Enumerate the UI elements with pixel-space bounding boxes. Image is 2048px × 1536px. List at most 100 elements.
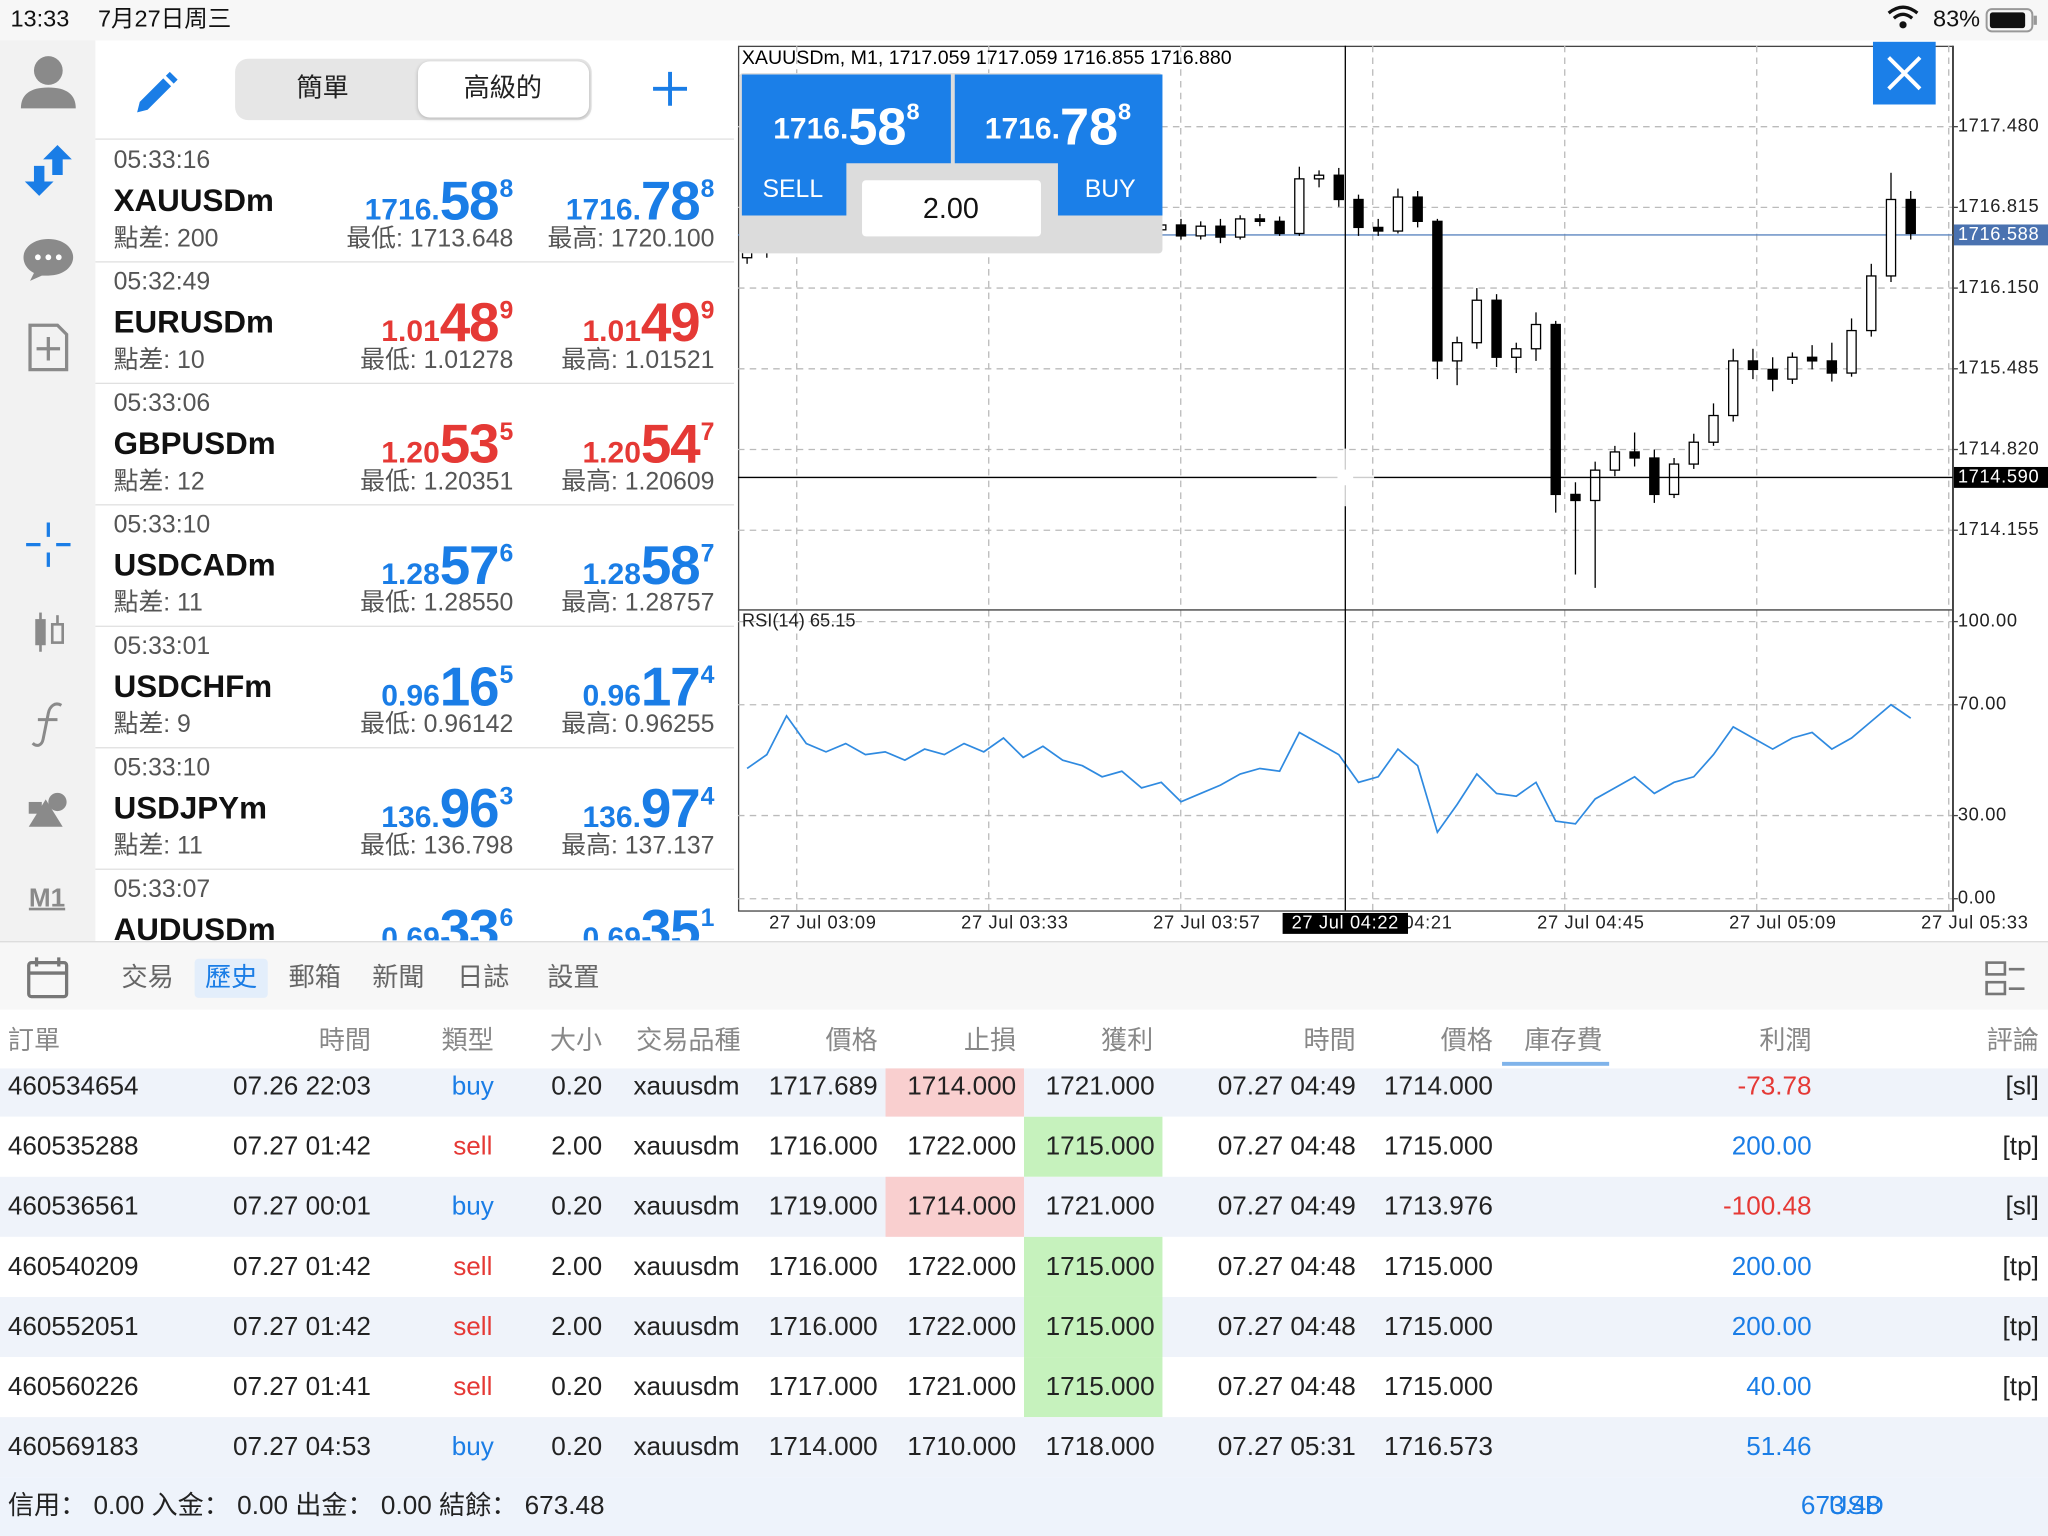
quote-time: 05:33:01: [113, 632, 211, 661]
segment-tab[interactable]: 簡單: [296, 74, 349, 104]
column-header[interactable]: 價格: [825, 1026, 878, 1056]
column-header[interactable]: 時間: [318, 1026, 371, 1056]
table-row[interactable]: [0, 1296, 2048, 1358]
price-prefix: 1.28: [381, 556, 440, 591]
cell-tp: 1715.000: [1045, 1132, 1155, 1162]
edit-icon[interactable]: [137, 71, 178, 113]
ask-price: 0.69351: [582, 902, 714, 941]
battery-frame: [1985, 8, 2034, 33]
column-header[interactable]: 庫存費: [1524, 1026, 1603, 1056]
price-big: 57: [439, 534, 500, 596]
ask-price: 1.01499: [582, 295, 714, 350]
cell-comment: [tp]: [2002, 1252, 2039, 1282]
column-header[interactable]: 訂單: [7, 1026, 61, 1056]
ask-price: 136.974: [582, 780, 714, 836]
objects-icon[interactable]: [28, 792, 67, 827]
cell-sl: 1710.000: [907, 1432, 1017, 1462]
tab[interactable]: 設置: [547, 963, 600, 993]
cell-symbol: xauusdm: [633, 1252, 740, 1282]
column-header[interactable]: 獲利: [1101, 1026, 1154, 1056]
status-date: 7月27日周三: [97, 5, 232, 32]
price-prefix: 1.28: [582, 556, 641, 591]
cell-close-time: 07.27 05:31: [1217, 1432, 1356, 1462]
column-header[interactable]: 評論: [1986, 1026, 2039, 1056]
tab[interactable]: 新聞: [372, 963, 425, 993]
balance-total: 673.48: [1800, 1491, 1881, 1521]
cell-profit: 40.00: [1746, 1372, 1812, 1402]
cell-sl: 1721.000: [907, 1372, 1017, 1402]
cell-comment: [tp]: [2002, 1132, 2039, 1162]
tp-hit-cell: [1024, 1357, 1163, 1418]
wifi-dot: [1899, 21, 1907, 29]
indicator-icon[interactable]: [31, 702, 63, 747]
column-header[interactable]: 類型: [441, 1026, 494, 1056]
cell-open-time: 07.27 01:42: [232, 1252, 371, 1282]
segment-tab[interactable]: 高級的: [463, 74, 543, 104]
battery-tip: [2033, 15, 2037, 25]
chart-type-icon[interactable]: [35, 612, 65, 652]
lines: [2008, 967, 2025, 991]
tab[interactable]: 交易: [121, 963, 174, 993]
triangle: [28, 799, 63, 827]
price-prefix: 1.01: [582, 313, 641, 348]
column-header[interactable]: 利潤: [1759, 1026, 1812, 1056]
table-row[interactable]: [0, 1236, 2048, 1297]
cell-profit: -73.78: [1737, 1072, 1812, 1102]
table-row[interactable]: [0, 1357, 2048, 1418]
column-header[interactable]: 時間: [1303, 1026, 1356, 1056]
cell-close-price: 1715.000: [1383, 1252, 1493, 1282]
cell-comment: [sl]: [2005, 1192, 2039, 1222]
cell-tp: 1718.000: [1045, 1432, 1155, 1462]
price-prefix: 0.69: [381, 920, 440, 941]
arrow-down: [24, 165, 54, 196]
timeframe-button[interactable]: M1: [28, 884, 66, 913]
high-price: 最高: 0.96255: [561, 711, 715, 739]
cell-open-time: 07.27 01:42: [232, 1132, 371, 1162]
add-symbol-icon[interactable]: [653, 71, 688, 106]
cell-profit: 200.00: [1731, 1312, 1812, 1342]
cell-sl: 1722.000: [907, 1252, 1017, 1282]
table-row[interactable]: [0, 1417, 2048, 1478]
column-header[interactable]: 交易品種: [636, 1026, 741, 1056]
tab[interactable]: 郵箱: [288, 963, 341, 993]
spread: 點差: 9: [113, 711, 191, 739]
quote-time: 05:33:07: [113, 875, 211, 904]
calendar-frame: [27, 960, 69, 999]
symbol: GBPUSDm: [113, 426, 276, 462]
cell-price: 1719.000: [768, 1192, 878, 1222]
account-icon[interactable]: [20, 56, 76, 109]
cell-tp: 1715.000: [1045, 1252, 1155, 1282]
spread: 點差: 10: [113, 346, 205, 375]
column-header[interactable]: 大小: [549, 1026, 603, 1056]
column-header[interactable]: 價格: [1440, 1026, 1493, 1056]
cell-price: 1717.000: [768, 1372, 878, 1402]
cell-close-time: 07.27 04:48: [1217, 1312, 1356, 1342]
quotes-icon[interactable]: [24, 144, 72, 196]
chat-icon[interactable]: [23, 239, 74, 281]
cell-symbol: xauusdm: [633, 1192, 740, 1222]
cell-profit: -100.48: [1722, 1192, 1812, 1222]
price-big: 35: [640, 898, 701, 941]
high-price: 最高: 1.28757: [561, 589, 715, 618]
table-row[interactable]: [0, 1116, 2048, 1177]
cell-size: 2.00: [551, 1252, 603, 1282]
battery-percent: 83%: [1933, 5, 1981, 32]
high-price: 最高: 1.01521: [561, 346, 715, 375]
column-header[interactable]: 止損: [963, 1026, 1017, 1056]
dot: [45, 254, 52, 261]
symbol: USDJPYm: [113, 790, 267, 827]
layout-icon[interactable]: [1985, 961, 2025, 996]
doc: [28, 323, 69, 372]
bid-price: 1.28576: [381, 537, 513, 593]
new-order-icon[interactable]: [28, 323, 69, 372]
box: [1985, 961, 2007, 976]
calendar-icon[interactable]: [27, 957, 69, 999]
price-sup: 8: [700, 176, 715, 204]
tab[interactable]: 日誌: [457, 963, 510, 993]
crosshair-tool[interactable]: [26, 522, 71, 567]
tab-bar-bg: [0, 941, 2048, 1010]
cell-close-time: 07.27 04:48: [1217, 1252, 1356, 1282]
tab[interactable]: 歷史: [205, 963, 258, 993]
bid-price: 136.963: [381, 780, 513, 836]
